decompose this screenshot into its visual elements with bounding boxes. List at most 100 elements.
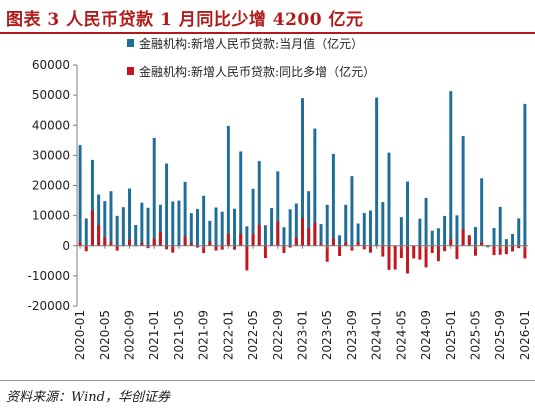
- bar-yoy-2025-11: [511, 245, 515, 252]
- bar-yoy-2025-08: [492, 245, 496, 256]
- bar-monthly-2020-07: [115, 215, 119, 246]
- bar-monthly-2025-10: [504, 239, 508, 246]
- bar-yoy-2023-06: [331, 238, 335, 246]
- bar-monthly-2021-04: [171, 201, 175, 246]
- bar-yoy-2024-06: [406, 245, 410, 274]
- bar-monthly-2020-03: [90, 159, 94, 246]
- title-divider: [0, 32, 535, 34]
- x-tick-label: 2023-05: [320, 310, 334, 360]
- y-tick-label: 10000: [32, 209, 70, 223]
- y-tick-label: 0: [62, 239, 70, 253]
- bar-yoy-2022-11: [288, 245, 292, 248]
- bar-monthly-2021-11: [214, 207, 218, 246]
- bar-yoy-2023-03: [313, 222, 317, 246]
- legend-swatch-monthly: [127, 39, 134, 47]
- bar-yoy-2021-07: [189, 243, 193, 246]
- bar-monthly-2023-08: [344, 204, 348, 246]
- source-note: 资料来源：Wind，华创证券: [6, 390, 170, 405]
- x-tick-label: 2026-01: [518, 310, 532, 360]
- bar-yoy-2023-11: [362, 245, 366, 250]
- bar-yoy-2025-12: [517, 245, 521, 249]
- bar-yoy-2024-07: [412, 245, 416, 259]
- bar-yoy-2023-01: [301, 218, 304, 246]
- x-tick-label: 2023-09: [345, 310, 359, 360]
- bar-yoy-2021-12: [220, 245, 224, 250]
- bar-yoy-2024-02: [381, 245, 385, 257]
- footer-divider: [0, 380, 535, 381]
- bar-monthly-2024-06: [406, 181, 410, 246]
- bar-monthly-2022-01: [226, 125, 230, 246]
- bar-monthly-2024-03: [387, 152, 391, 246]
- bar-yoy-2025-04: [467, 235, 471, 246]
- bar-monthly-2022-04: [245, 226, 249, 246]
- bar-monthly-2023-05: [325, 204, 329, 246]
- bar-monthly-2025-06: [480, 178, 484, 246]
- bar-monthly-2021-10: [208, 220, 212, 246]
- bar-yoy-2020-12: [146, 245, 150, 249]
- bar-monthly-2023-11: [362, 212, 366, 246]
- bar-monthly-2021-08: [195, 208, 199, 246]
- bar-yoy-2020-04: [97, 225, 101, 246]
- bar-monthly-2025-11: [511, 234, 515, 246]
- bar-monthly-2021-03: [165, 163, 169, 246]
- bar-monthly-2025-01: [449, 91, 453, 246]
- bar-yoy-2020-05: [103, 237, 107, 246]
- bar-yoy-2023-05: [325, 245, 329, 262]
- bar-monthly-2023-04: [319, 224, 323, 246]
- bar-yoy-2020-02: [84, 245, 88, 252]
- bar-monthly-2020-01: [78, 145, 82, 246]
- bar-monthly-2020-11: [140, 202, 144, 246]
- bar-yoy-2023-04: [319, 243, 323, 246]
- bar-yoy-2021-09: [202, 245, 206, 253]
- bar-yoy-2024-08: [418, 245, 422, 260]
- bar-monthly-2022-11: [288, 209, 292, 246]
- bar-yoy-2025-09: [498, 245, 502, 255]
- bar-yoy-2021-11: [214, 245, 218, 251]
- x-tick-label: 2024-01: [370, 310, 384, 360]
- bar-yoy-2025-05: [474, 245, 477, 256]
- bar-yoy-2023-10: [356, 242, 360, 246]
- bar-monthly-2023-09: [350, 176, 354, 246]
- bar-yoy-2024-11: [436, 245, 440, 262]
- bar-monthly-2024-09: [424, 197, 428, 246]
- bar-yoy-2024-10: [430, 245, 434, 253]
- series-bars-monthly: [78, 91, 527, 249]
- bar-monthly-2022-06: [257, 161, 261, 246]
- bar-yoy-2022-06: [257, 224, 261, 246]
- bar-monthly-2023-03: [313, 128, 317, 246]
- bar-monthly-2024-10: [430, 230, 434, 246]
- bar-monthly-2022-03: [239, 151, 243, 246]
- bar-monthly-2022-12: [294, 203, 298, 246]
- bar-monthly-2020-12: [146, 207, 150, 246]
- bar-yoy-2020-09: [128, 239, 131, 246]
- bar-monthly-2021-09: [202, 195, 206, 246]
- bar-monthly-2022-02: [233, 208, 237, 246]
- bar-yoy-2023-12: [368, 245, 372, 253]
- bar-monthly-2024-11: [436, 228, 440, 246]
- bar-yoy-2021-02: [158, 232, 162, 246]
- x-tick-label: 2023-01: [296, 310, 310, 360]
- bar-yoy-2022-03: [239, 233, 243, 246]
- y-tick-label: 40000: [32, 118, 70, 132]
- x-tick-label: 2020-01: [73, 310, 87, 360]
- x-tick-label: 2024-05: [394, 310, 408, 360]
- x-tick-label: 2022-05: [246, 310, 260, 360]
- bar-yoy-2025-01: [449, 239, 453, 246]
- bar-monthly-2025-09: [498, 206, 502, 246]
- y-tick-label: -10000: [27, 269, 70, 283]
- bar-monthly-2025-07: [486, 245, 490, 248]
- bar-yoy-2022-09: [276, 221, 280, 246]
- bar-monthly-2024-05: [399, 217, 403, 246]
- bar-yoy-2025-03: [461, 229, 465, 246]
- bar-yoy-2022-04: [245, 245, 249, 271]
- x-tick-label: 2025-09: [493, 310, 507, 360]
- bar-yoy-2025-02: [455, 245, 459, 260]
- bar-monthly-2024-08: [418, 218, 422, 246]
- bar-monthly-2020-09: [128, 188, 131, 246]
- axes: -20000 -10000 0 10000 20000 30000 40000 50000 60…: [27, 58, 531, 360]
- bar-monthly-2025-03: [461, 136, 465, 246]
- x-tick-label: 2021-01: [147, 310, 161, 360]
- bar-monthly-2026-01: [523, 103, 527, 246]
- bar-yoy-2024-04: [393, 245, 397, 270]
- bar-yoy-2023-02: [307, 228, 311, 246]
